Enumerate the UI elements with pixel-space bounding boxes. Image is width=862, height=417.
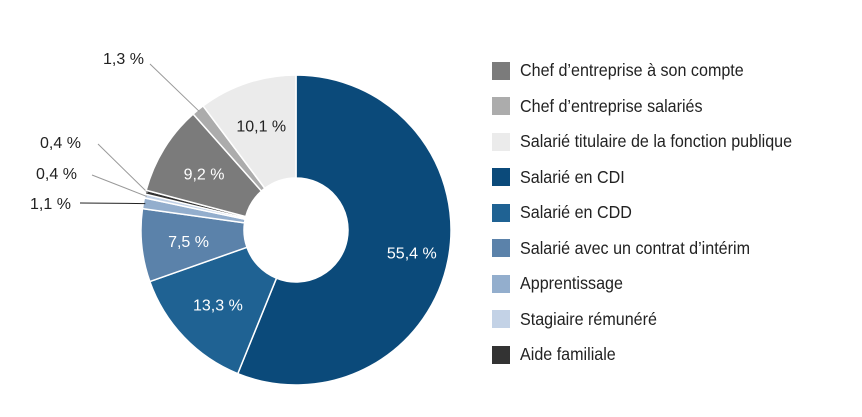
legend-swatch — [492, 310, 510, 328]
data-label-aide-familiale: 0,4 % — [40, 135, 81, 152]
legend-swatch — [492, 168, 510, 186]
legend-label: Salarié titulaire de la fonction publiqu… — [520, 131, 793, 151]
leader-line-apprentissage — [79, 202, 146, 205]
legend-swatch — [492, 97, 510, 115]
legend-label: Chef d’entreprise à son compte — [520, 60, 744, 80]
legend-swatch — [492, 239, 510, 257]
leader-line-chef-d-entreprise-salaries — [149, 63, 200, 112]
data-label-stagiaire-remunere: 0,4 % — [36, 166, 77, 183]
legend-label: Salarié en CDI — [520, 166, 625, 187]
legend-swatch — [492, 274, 510, 293]
legend-item-salarie-en-cdi: Salarié en CDI — [492, 167, 634, 188]
data-label-salarie-avec-un-contrat-d-interim: 7,5 % — [168, 234, 209, 251]
legend-item-chef-d-entreprise-salaries: Chef d’entreprise salariés — [492, 96, 718, 117]
data-label-salarie-en-cdi: 55,4 % — [387, 246, 437, 263]
legend-label: Salarié en CDD — [520, 202, 632, 222]
legend-label: Apprentissage — [520, 273, 623, 293]
legend-item-stagiaire-remunere: Stagiaire rémunéré — [492, 309, 669, 330]
legend-swatch — [492, 132, 510, 151]
legend-swatch — [492, 203, 510, 222]
slice-salarie-en-cdi — [236, 74, 452, 386]
data-label-apprentissage: 1,1 % — [30, 196, 71, 213]
legend-label: Chef d’entreprise salariés — [520, 95, 703, 116]
legend-item-chef-d-entreprise-a-son-compte: Chef d’entreprise à son compte — [492, 60, 763, 81]
legend-item-aide-familiale: Aide familiale — [492, 344, 624, 365]
leader-line-aide-familiale — [97, 143, 148, 193]
slice-salarie-titulaire-de-la-fonction-publique — [202, 74, 297, 190]
leader-line-stagiaire-remunere — [91, 174, 147, 197]
legend-item-salarie-avec-un-contrat-d-interim: Salarié avec un contrat d’intérim — [492, 238, 770, 259]
legend-label: Salarié avec un contrat d’intérim — [520, 237, 750, 258]
data-label-salarie-en-cdd: 13,3 % — [193, 298, 243, 315]
legend-item-salarie-titulaire-de-la-fonction-publique: Salarié titulaire de la fonction publiqu… — [492, 131, 816, 152]
legend-item-salarie-en-cdd: Salarié en CDD — [492, 202, 642, 223]
legend-label: Stagiaire rémunéré — [520, 308, 657, 329]
data-label-salarie-titulaire-de-la-fonction-publique: 10,1 % — [236, 119, 286, 136]
legend-swatch — [492, 61, 510, 80]
legend-label: Aide familiale — [520, 344, 616, 364]
legend-item-apprentissage: Apprentissage — [492, 273, 632, 294]
legend-swatch — [492, 345, 510, 364]
data-label-chef-d-entreprise-salaries: 1,3 % — [103, 51, 144, 68]
data-label-chef-d-entreprise-a-son-compte: 9,2 % — [184, 166, 225, 183]
slice-salarie-en-cdd — [148, 246, 278, 375]
